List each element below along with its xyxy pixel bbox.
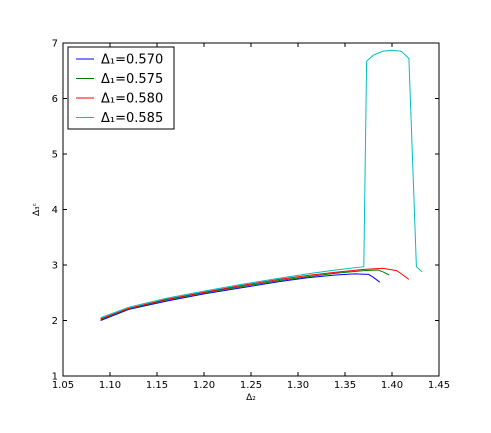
- x-tick-label: 1.20: [193, 380, 215, 391]
- y-axis-label: Δ₃ᶜ: [32, 203, 42, 216]
- x-tick-label: 1.30: [287, 380, 309, 391]
- x-tick-label: 1.10: [99, 380, 121, 391]
- series-line-2: [100, 269, 390, 320]
- y-tick-label: 1: [52, 372, 58, 383]
- x-axis-label: Δ₂: [246, 393, 256, 403]
- legend-label-1: Δ₁=0.570: [101, 53, 163, 68]
- y-tick-label: 7: [52, 39, 58, 50]
- y-tick-label: 2: [52, 316, 58, 327]
- x-tick-label: 1.35: [334, 380, 356, 391]
- legend-label-3: Δ₁=0.580: [101, 92, 163, 107]
- x-tick-label: 1.40: [381, 380, 403, 391]
- x-tick-label: 1.25: [240, 380, 262, 391]
- plot-frame: [62, 42, 440, 377]
- series-layer: [100, 49, 423, 321]
- y-tick-label: 5: [52, 150, 58, 161]
- series-line-3: [100, 267, 410, 320]
- series-line-1: [100, 273, 381, 321]
- legend: Δ₁=0.570 Δ₁=0.575 Δ₁=0.580 Δ₁=0.585: [67, 46, 175, 130]
- legend-label-4: Δ₁=0.585: [101, 111, 163, 126]
- legend-box: [67, 46, 175, 130]
- y-tick-label: 3: [52, 261, 58, 272]
- y-tick-label: 4: [52, 205, 58, 216]
- legend-items: Δ₁=0.570 Δ₁=0.575 Δ₁=0.580 Δ₁=0.585: [76, 53, 163, 126]
- x-tick-label: 1.45: [428, 380, 450, 391]
- legend-label-2: Δ₁=0.575: [101, 72, 163, 87]
- series-line-4: [100, 49, 423, 319]
- x-tick-label: 1.15: [146, 380, 168, 391]
- x-tick-label: 1.05: [52, 380, 74, 391]
- y-tick-label: 6: [52, 94, 58, 105]
